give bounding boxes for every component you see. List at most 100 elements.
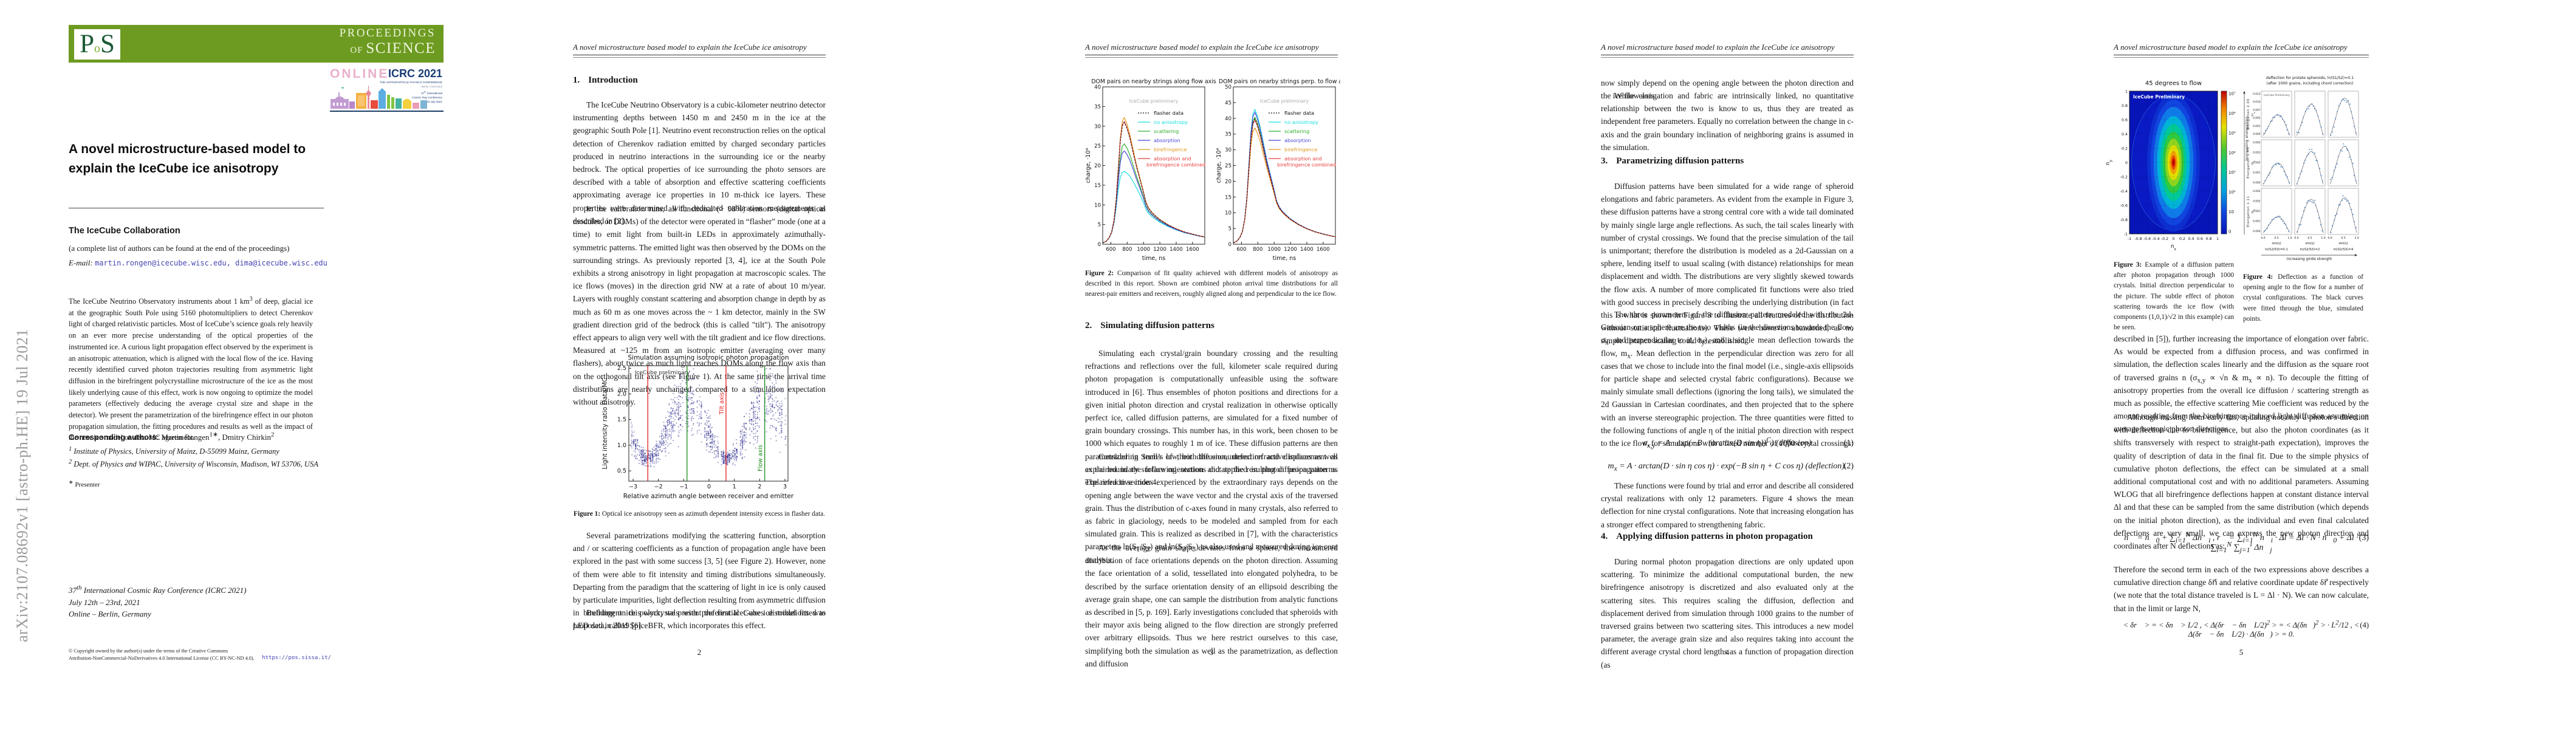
section-4-heading: 4. Applying diffusion patterns in photon … — [1601, 532, 1813, 542]
figure-2-caption-text: Comparison of fit quality achieved with … — [1085, 270, 1338, 298]
svg-text:-0.6: -0.6 — [2120, 204, 2128, 208]
svg-text:5: 5 — [1098, 222, 1101, 228]
conference-line-3: Online – Berlin, Germany — [69, 609, 151, 618]
svg-text:Relative azimuth angle between: Relative azimuth angle between receiver … — [623, 493, 794, 500]
conference-info: 37th International Cosmic Ray Conference… — [69, 584, 246, 620]
svg-text:Flow axis: Flow axis — [758, 445, 764, 471]
svg-text:sin(η): sin(η) — [2305, 242, 2314, 245]
svg-text:15: 15 — [1225, 194, 1231, 200]
svg-text:600: 600 — [1236, 247, 1246, 253]
svg-text:5: 5 — [1228, 226, 1231, 232]
svg-text:40: 40 — [1225, 116, 1231, 122]
svg-text:800: 800 — [1253, 247, 1262, 253]
paragraph: Considering Snell’s law, both the encoun… — [1085, 452, 1338, 564]
svg-text:0.007: 0.007 — [2253, 108, 2261, 112]
svg-text:-0.4: -0.4 — [2120, 190, 2128, 194]
equation-2-tag: (2) — [1843, 462, 1854, 471]
email-label: E-mail: — [69, 258, 95, 267]
svg-text:2.5: 2.5 — [617, 365, 626, 372]
pos-logo-o: o — [94, 42, 100, 55]
page-number: 3 — [1209, 648, 1214, 657]
section-4-number: 4. — [1601, 532, 1608, 541]
pos-logo-s: S — [100, 30, 115, 58]
svg-text:-0.2: -0.2 — [2161, 237, 2168, 241]
svg-text:birefringence: birefringence — [1154, 146, 1187, 152]
svg-text:deflection for prolate spheroi: deflection for prolate spheroids, ln(S1/… — [2266, 76, 2354, 80]
section-1-label: Introduction — [588, 75, 638, 85]
svg-text:IceCube preliminary: IceCube preliminary — [1260, 98, 1309, 104]
svg-text:no anisotropy: no anisotropy — [1284, 119, 1318, 125]
figure-3-caption-text: Example of a diffusion pattern after pho… — [2114, 261, 2234, 332]
figure-1-caption-label: Figure 1: — [574, 510, 602, 518]
icrc-sub4: Cosmic Ray Conference — [412, 96, 442, 99]
svg-text:0.4: 0.4 — [2188, 237, 2194, 241]
equation-4-tag: (4) — [2360, 621, 2369, 629]
svg-text:0.5: 0.5 — [2307, 236, 2312, 240]
svg-text:2: 2 — [758, 484, 761, 490]
page-1: PoS PROCEEDINGS OF SCIENCE ONLINE ICRC 2… — [0, 0, 515, 729]
svg-text:DOM pairs on nearby strings al: DOM pairs on nearby strings along flow a… — [1091, 78, 1216, 85]
header-rule — [1601, 55, 1854, 58]
copyright-note: © Copyright owned by the author(s) under… — [69, 648, 269, 662]
authors-note: (a complete list of authors can be found… — [69, 244, 290, 253]
svg-text:0: 0 — [707, 484, 711, 490]
equation-3-tag: (3) — [2358, 533, 2369, 542]
equation-4: < δr⃗ > = < δn⃗ > L/2 , < Δ(δr⃗ − δn⃗ L/… — [2114, 620, 2369, 639]
svg-text:25: 25 — [1094, 143, 1101, 149]
svg-text:0.002: 0.002 — [2253, 190, 2261, 193]
figure-2-plots: DOM pairs on nearby strings along flow a… — [1085, 78, 1340, 262]
svg-text:-1: -1 — [2128, 237, 2131, 241]
banner-of-science: OF SCIENCE — [350, 40, 436, 57]
svg-text:10: 10 — [2228, 210, 2234, 214]
svg-text:0.0: 0.0 — [2328, 236, 2332, 240]
email-link-2[interactable]: dima@icecube.wisc.edu — [230, 259, 327, 267]
svg-text:IceCube Preliminary: IceCube Preliminary — [2264, 94, 2290, 97]
icrc-name: ICRC 2021 — [388, 67, 442, 80]
svg-text:Elongation 1.43: Elongation 1.43 — [2247, 147, 2250, 178]
collaboration-name: The IceCube Collaboration — [69, 226, 180, 236]
svg-text:0.002: 0.002 — [2253, 161, 2261, 165]
svg-text:0.003: 0.003 — [2253, 151, 2261, 155]
svg-text:Light intensity ratio Data/MC: Light intensity ratio Data/MC — [601, 378, 609, 470]
icrc-sub3: 37th International — [421, 91, 442, 95]
icrc-sub5: 12–23 July 2021 — [422, 100, 442, 103]
svg-text:10: 10 — [1094, 202, 1101, 208]
svg-text:IceCube Preliminary: IceCube Preliminary — [2133, 94, 2185, 100]
svg-text:flasher data: flasher data — [1284, 110, 1314, 116]
banner-science: SCIENCE — [366, 40, 436, 56]
svg-text:-0.4: -0.4 — [2152, 237, 2159, 241]
section-1-heading: 1. Introduction — [573, 75, 638, 86]
svg-text:-0.8: -0.8 — [2120, 218, 2128, 222]
svg-text:absorption: absorption — [1284, 137, 1311, 143]
email-link-1[interactable]: martin.rongen@icecube.wisc.edu, — [94, 259, 231, 267]
svg-text:45 degrees to flow: 45 degrees to flow — [2145, 80, 2202, 87]
paragraph: The IceCube Neutrino Observatory is a cu… — [573, 100, 826, 225]
svg-text:time, ns: time, ns — [1142, 255, 1166, 262]
email-line: E-mail: martin.rongen@icecube.wisc.edu, … — [69, 258, 327, 268]
svg-text:−3: −3 — [629, 484, 637, 490]
svg-text:0.5: 0.5 — [2274, 236, 2278, 240]
paragraph: Simulating each crystal/grain boundary c… — [1085, 349, 1338, 487]
paragraph: described in [5]), further increasing th… — [2114, 334, 2369, 434]
svg-text:0.005: 0.005 — [2253, 117, 2261, 120]
running-header: A novel microstructure based model to ex… — [573, 43, 807, 52]
svg-text:ln(S2/S3)=2: ln(S2/S3)=2 — [2300, 248, 2320, 252]
svg-text:30: 30 — [1094, 124, 1101, 130]
conference-line-1: 37th International Cosmic Ray Conference… — [69, 584, 247, 595]
pos-url-link[interactable]: https://pos.sissa.it/ — [262, 655, 331, 661]
svg-text:1600: 1600 — [1186, 247, 1199, 253]
svg-text:0.001: 0.001 — [2253, 210, 2261, 213]
svg-text:25: 25 — [1225, 163, 1231, 169]
section-3-label: Parametrizing diffusion patterns — [1616, 156, 1744, 166]
pos-banner: PoS PROCEEDINGS OF SCIENCE — [69, 25, 444, 63]
figure-1-caption: Figure 1: Optical ice anisotropy seen as… — [573, 509, 826, 519]
svg-text:−2: −2 — [654, 484, 663, 490]
svg-text:birefringence combined: birefringence combined — [1277, 162, 1336, 168]
svg-text:nx: nx — [2171, 244, 2176, 252]
svg-text:600: 600 — [1106, 247, 1115, 253]
section-3-heading: 3. Parametrizing diffusion patterns — [1601, 156, 1744, 166]
banner-of: OF — [350, 46, 366, 55]
page-3: A novel microstructure based model to ex… — [1030, 0, 1546, 729]
corresponding-names: Martin Rongen1∗, Dmitry Chirkin2 — [161, 431, 275, 442]
svg-text:0.000: 0.000 — [2253, 132, 2261, 136]
